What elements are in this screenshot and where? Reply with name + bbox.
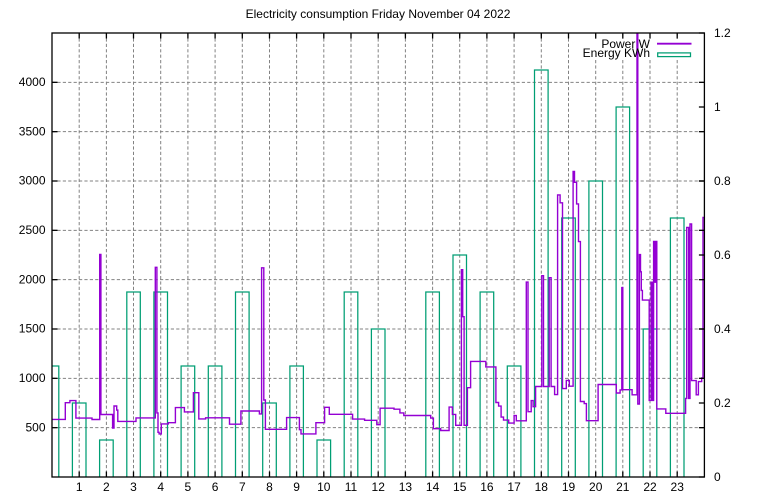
- svg-text:16: 16: [480, 480, 494, 494]
- svg-text:1000: 1000: [19, 371, 46, 385]
- svg-text:1.2: 1.2: [714, 26, 731, 40]
- svg-text:17: 17: [507, 480, 521, 494]
- svg-text:15: 15: [453, 480, 467, 494]
- svg-text:3500: 3500: [19, 124, 46, 138]
- svg-text:14: 14: [426, 480, 440, 494]
- svg-text:2: 2: [103, 480, 110, 494]
- svg-text:13: 13: [399, 480, 413, 494]
- svg-text:1500: 1500: [19, 322, 46, 336]
- svg-text:2000: 2000: [19, 272, 46, 286]
- svg-text:10: 10: [317, 480, 331, 494]
- svg-text:3000: 3000: [19, 174, 46, 188]
- svg-text:2500: 2500: [19, 223, 46, 237]
- svg-text:6: 6: [212, 480, 219, 494]
- svg-text:0.4: 0.4: [714, 322, 731, 336]
- svg-text:18: 18: [535, 480, 549, 494]
- svg-text:23: 23: [671, 480, 685, 494]
- svg-text:9: 9: [293, 480, 300, 494]
- svg-text:Energy KWh: Energy KWh: [583, 46, 650, 60]
- svg-text:0.6: 0.6: [714, 248, 731, 262]
- svg-text:0.2: 0.2: [714, 396, 731, 410]
- svg-text:20: 20: [589, 480, 603, 494]
- svg-text:500: 500: [25, 420, 45, 434]
- svg-text:Power W: Power W: [601, 37, 650, 51]
- svg-text:19: 19: [562, 480, 576, 494]
- svg-text:0.8: 0.8: [714, 174, 731, 188]
- svg-text:11: 11: [345, 480, 358, 494]
- svg-text:21: 21: [616, 480, 630, 494]
- svg-text:3: 3: [130, 480, 137, 494]
- svg-text:4000: 4000: [19, 75, 46, 89]
- svg-text:Electricity consumption Friday: Electricity consumption Friday November …: [246, 7, 511, 21]
- svg-text:22: 22: [643, 480, 657, 494]
- svg-text:7: 7: [239, 480, 246, 494]
- svg-text:12: 12: [372, 480, 386, 494]
- svg-text:5: 5: [185, 480, 192, 494]
- svg-text:0: 0: [714, 470, 721, 484]
- svg-text:8: 8: [266, 480, 273, 494]
- svg-text:1: 1: [714, 100, 721, 114]
- svg-text:4: 4: [157, 480, 164, 494]
- svg-text:1: 1: [76, 480, 83, 494]
